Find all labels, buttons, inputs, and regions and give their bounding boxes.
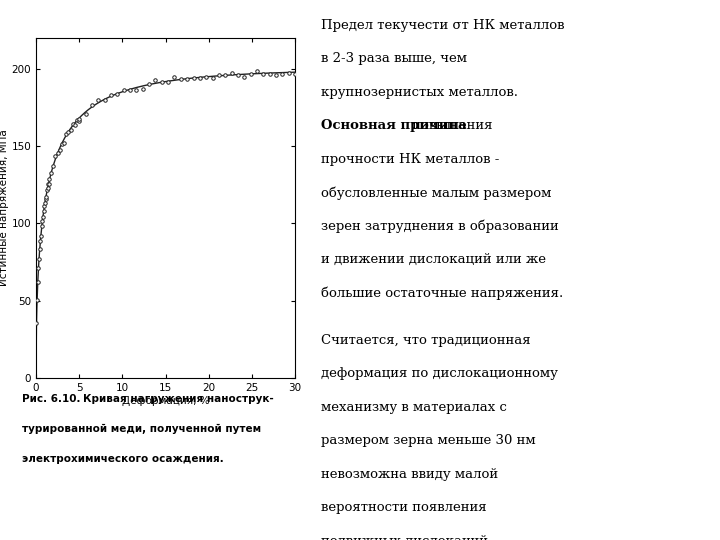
Text: турированной меди, полученной путем: турированной меди, полученной путем	[22, 424, 261, 434]
Text: и движении дислокаций или же: и движении дислокаций или же	[321, 253, 546, 266]
Text: повышения: повышения	[408, 119, 492, 132]
Text: вероятности появления: вероятности появления	[321, 501, 487, 514]
Text: зерен затруднения в образовании: зерен затруднения в образовании	[321, 220, 559, 233]
Text: прочности НК металлов -: прочности НК металлов -	[321, 153, 500, 166]
Text: невозможна ввиду малой: невозможна ввиду малой	[321, 468, 498, 481]
Text: Рис. 6.10.: Рис. 6.10.	[22, 394, 84, 404]
Text: Кривая нагружения нанострук-: Кривая нагружения нанострук-	[83, 394, 274, 404]
Text: Основная причина: Основная причина	[321, 119, 467, 132]
Text: деформация по дислокационному: деформация по дислокационному	[321, 367, 558, 380]
Text: размером зерна меньше 30 нм: размером зерна меньше 30 нм	[321, 434, 536, 447]
Text: электрохимического осаждения.: электрохимического осаждения.	[22, 454, 223, 464]
Text: в 2-3 раза выше, чем: в 2-3 раза выше, чем	[321, 52, 467, 65]
Text: обусловленные малым размером: обусловленные малым размером	[321, 186, 552, 200]
Text: механизму в материалах с: механизму в материалах с	[321, 401, 507, 414]
Text: Предел текучести σт НК металлов: Предел текучести σт НК металлов	[321, 19, 564, 32]
Text: подвижных дислокаций.: подвижных дислокаций.	[321, 535, 492, 540]
X-axis label: Деформация, %: Деформация, %	[122, 396, 210, 406]
Text: крупнозернистых металлов.: крупнозернистых металлов.	[321, 86, 518, 99]
Text: большие остаточные напряжения.: большие остаточные напряжения.	[321, 287, 564, 300]
Text: Считается, что традиционная: Считается, что традиционная	[321, 334, 531, 347]
Y-axis label: Истинные напряжения, МПа: Истинные напряжения, МПа	[0, 130, 9, 286]
